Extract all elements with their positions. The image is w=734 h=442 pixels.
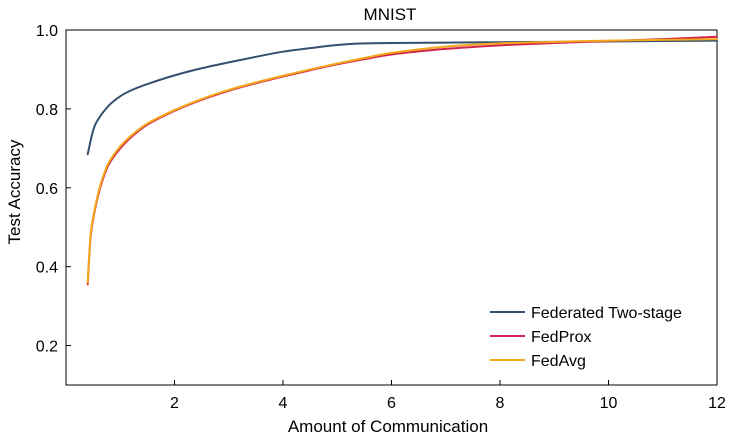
chart: MNIST 2 4 6 8 10 12 0.2 0.4 0.6 0.8 1.0 Federated … bbox=[0, 0, 734, 442]
series-line-2 bbox=[88, 39, 717, 282]
x-tick-label: 10 bbox=[600, 395, 618, 412]
x-tick-label: 2 bbox=[170, 395, 179, 412]
series-lines bbox=[88, 37, 717, 285]
axis-ticks: 2 4 6 8 10 12 0.2 0.4 0.6 0.8 1.0 bbox=[36, 23, 726, 412]
y-tick-label: 0.6 bbox=[36, 181, 58, 198]
y-tick-label: 1.0 bbox=[36, 23, 58, 40]
y-tick-label: 0.2 bbox=[36, 339, 58, 356]
y-tick-label: 0.4 bbox=[36, 260, 58, 277]
x-tick-label: 6 bbox=[387, 395, 396, 412]
legend-label: FedAvg bbox=[531, 353, 586, 370]
legend-label: Federated Two-stage bbox=[531, 305, 682, 322]
plot-area bbox=[66, 30, 717, 385]
x-tick-label: 12 bbox=[708, 395, 726, 412]
x-tick-label: 8 bbox=[496, 395, 505, 412]
legend-label: FedProx bbox=[531, 329, 591, 346]
y-tick-label: 0.8 bbox=[36, 102, 58, 119]
chart-title: MNIST bbox=[364, 5, 417, 24]
legend: Federated Two-stage FedProx FedAvg bbox=[490, 305, 682, 370]
x-axis-label: Amount of Communication bbox=[288, 417, 488, 436]
y-axis-label: Test Accuracy bbox=[5, 139, 24, 244]
series-line-0 bbox=[88, 41, 717, 155]
x-tick-label: 4 bbox=[279, 395, 288, 412]
